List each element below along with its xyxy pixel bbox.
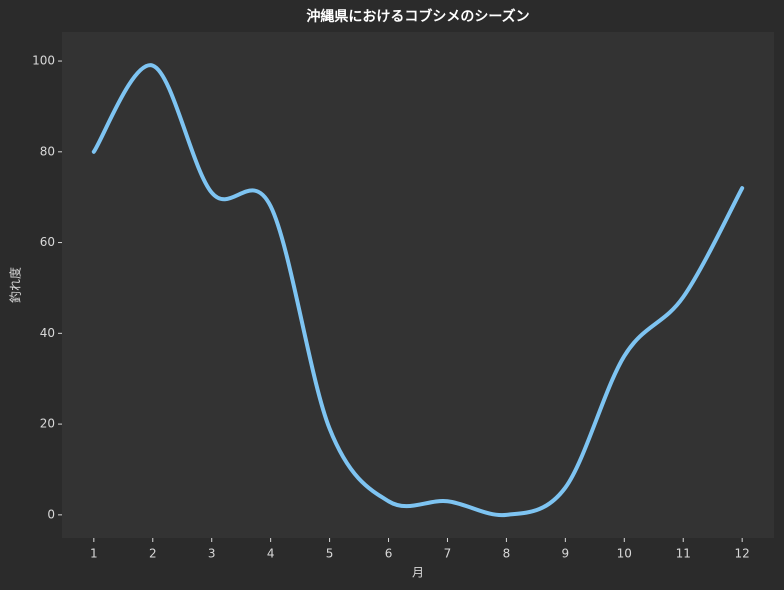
y-tick-label: 100	[32, 54, 55, 68]
y-tick-label: 40	[40, 326, 55, 340]
plot-area	[62, 32, 774, 538]
line	[91, 63, 745, 518]
x-tick-label: 9	[562, 547, 570, 561]
x-tick-label: 6	[385, 547, 393, 561]
y-axis-label: 釣れ度	[8, 267, 23, 303]
x-tick-label: 11	[676, 547, 691, 561]
x-tick-label: 12	[735, 547, 750, 561]
chart-title: 沖縄県におけるコブシメのシーズン	[306, 8, 529, 25]
y-tick-label: 80	[40, 144, 55, 158]
x-axis-label: 月	[412, 566, 424, 580]
x-tick-label: 8	[503, 547, 511, 561]
x-tick-label: 2	[149, 547, 157, 561]
y-tick-label: 60	[40, 235, 55, 249]
x-tick-label: 1	[90, 547, 98, 561]
x-tick-label: 5	[326, 547, 334, 561]
y-tick-label: 20	[40, 417, 55, 431]
x-tick-label: 10	[617, 547, 632, 561]
x-tick-label: 3	[208, 547, 216, 561]
x-tick-label: 4	[267, 547, 275, 561]
x-tick-label: 7	[444, 547, 452, 561]
y-tick-label: 0	[47, 507, 55, 521]
